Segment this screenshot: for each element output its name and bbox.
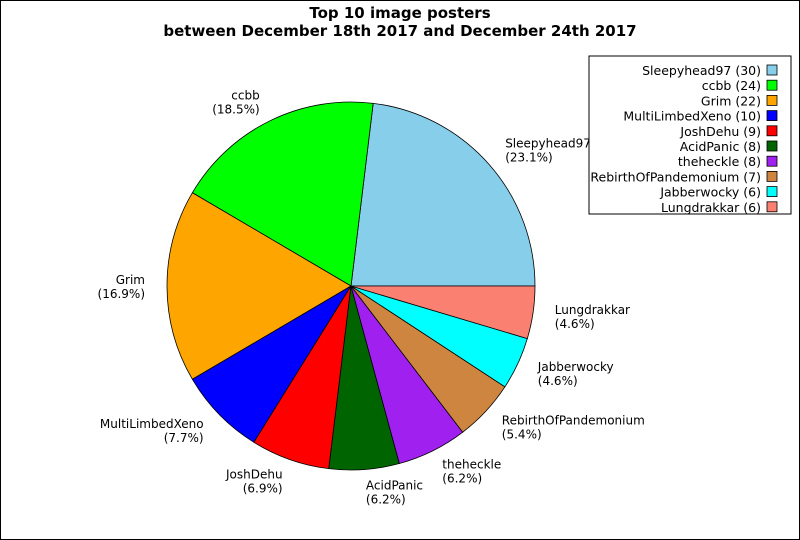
pie-slice-lungdrakkar: [350, 285, 536, 340]
legend-label-multilimbedxeno: MultiLimbedXeno (10): [623, 109, 761, 124]
slice-label-multilimbedxeno: MultiLimbedXeno: [100, 417, 204, 431]
legend-label-rebirthofpandemonium: RebirthOfPandemonium (7): [590, 169, 761, 184]
legend-label-theheckle: theheckle (8): [678, 154, 761, 169]
legend-swatch-multilimbedxeno: [766, 110, 778, 121]
slice-percent-ccbb: (18.5%): [212, 102, 259, 116]
pie-slice-ccbb: [191, 101, 374, 287]
legend: Sleepyhead97 (30)ccbb (24)Grim (22)Multi…: [588, 55, 792, 215]
slice-percent-rebirthofpandemonium: (5.4%): [502, 427, 542, 441]
legend-swatch-rebirthofpandemonium: [766, 170, 778, 182]
pie-slice-grim: [166, 192, 352, 380]
pie-slice-sleepyhead97: [350, 102, 536, 287]
legend-label-sleepyhead97: Sleepyhead97 (30): [642, 63, 761, 78]
slice-label-theheckle: theheckle: [442, 458, 501, 472]
legend-swatch-acidpanic: [766, 140, 778, 152]
legend-label-ccbb: ccbb (24): [702, 78, 761, 93]
slice-label-grim: Grim: [116, 273, 145, 287]
legend-swatch-joshdehu: [766, 125, 778, 137]
slice-percent-multilimbedxeno: (7.7%): [164, 431, 204, 445]
pie-slices: [166, 101, 536, 471]
slice-percent-sleepyhead97: (23.1%): [505, 150, 552, 164]
legend-swatch-grim: [766, 95, 778, 106]
slice-percent-lungdrakkar: (4.6%): [555, 317, 595, 331]
legend-swatch-sleepyhead97: [766, 64, 778, 76]
slice-percent-joshdehu: (6.9%): [243, 481, 283, 495]
slice-percent-jabberwocky: (4.6%): [538, 374, 578, 388]
slice-percent-theheckle: (6.2%): [442, 472, 482, 486]
legend-label-jabberwocky: Jabberwocky (6): [659, 185, 761, 200]
slice-label-sleepyhead97: Sleepyhead97: [505, 136, 591, 150]
slice-label-jabberwocky: Jabberwocky: [537, 360, 614, 374]
slice-label-joshdehu: JoshDehu: [225, 467, 283, 481]
legend-swatch-lungdrakkar: [766, 201, 778, 213]
legend-swatch-ccbb: [766, 79, 778, 91]
slice-label-ccbb: ccbb: [231, 88, 259, 102]
legend-swatch-theheckle: [766, 155, 778, 167]
chart-title-line-2: between December 18th 2017 and December …: [163, 22, 636, 40]
legend-label-acidpanic: AcidPanic (8): [680, 139, 761, 154]
legend-swatch-jabberwocky: [766, 186, 778, 198]
slice-label-acidpanic: AcidPanic: [366, 479, 423, 493]
legend-label-lungdrakkar: Lungdrakkar (6): [661, 200, 761, 215]
chart-title-line-1: Top 10 image posters: [309, 4, 490, 22]
legend-label-joshdehu: JoshDehu (9): [679, 124, 761, 139]
slice-labels: Sleepyhead97(23.1%) ccbb(18.5%) Grim(16.9%…: [98, 88, 645, 506]
slice-label-rebirthofpandemonium: RebirthOfPandemonium: [502, 413, 645, 427]
slice-percent-acidpanic: (6.2%): [366, 493, 406, 507]
slice-label-lungdrakkar: Lungdrakkar: [555, 303, 630, 317]
legend-label-grim: Grim (22): [701, 93, 761, 108]
slice-percent-grim: (16.9%): [98, 287, 145, 301]
legend-box: [588, 55, 792, 215]
